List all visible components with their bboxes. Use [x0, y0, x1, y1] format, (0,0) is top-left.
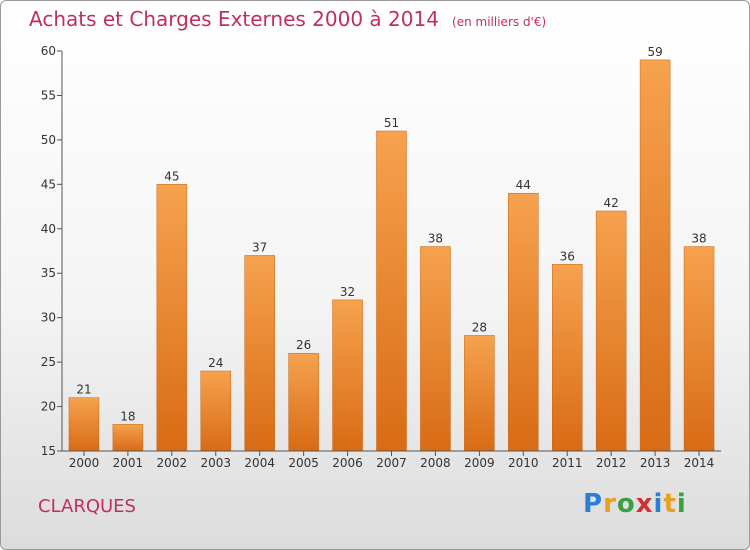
- bar-2013: [639, 59, 671, 452]
- bar-2012: [595, 210, 627, 452]
- y-tick-label: 55: [41, 88, 56, 102]
- x-tick-label: 2004: [244, 456, 275, 470]
- bar-2001: [112, 424, 144, 452]
- value-label-2006: 32: [340, 285, 355, 299]
- value-label-2005: 26: [296, 338, 311, 352]
- bar-2000: [68, 397, 100, 452]
- x-tick-label: 2003: [200, 456, 231, 470]
- unit-note: (en milliers d'€): [452, 15, 547, 29]
- logo-letter: t: [663, 489, 677, 519]
- bar-2009: [464, 335, 495, 452]
- logo-letter: x: [635, 489, 654, 519]
- logo-letter: o: [616, 489, 636, 519]
- x-tick-label: 2006: [332, 456, 363, 470]
- x-tick-label: 2008: [420, 456, 451, 470]
- value-label-2014: 38: [691, 232, 706, 246]
- axes-layer: 15 20 25 30 35 40 45 50 55 60 2000 2001 2002 2003 2004…: [41, 44, 721, 470]
- value-label-2013: 59: [647, 45, 662, 59]
- bar-2004: [244, 255, 275, 452]
- value-label-2002: 45: [164, 169, 179, 183]
- city-name: CLARQUES: [38, 496, 136, 517]
- x-tick-label: 2014: [684, 456, 715, 470]
- y-tick-label: 25: [41, 355, 56, 369]
- bars-layer: 21 18 45 24 37 26 32 51 38 28 44 36 42 59 38: [68, 45, 715, 452]
- x-tick-label: 2012: [596, 456, 627, 470]
- logo-letter: r: [603, 489, 617, 519]
- x-tick-label: 2011: [552, 456, 583, 470]
- bar-2002: [156, 184, 188, 452]
- value-label-2012: 42: [604, 196, 619, 210]
- logo-letter: i: [653, 489, 664, 519]
- bar-2014: [683, 246, 715, 452]
- y-tick-label: 30: [41, 311, 56, 325]
- y-tick-label: 15: [41, 444, 56, 458]
- bar-2003: [200, 370, 232, 452]
- y-tick-label: 40: [41, 222, 56, 236]
- bar-2011: [551, 264, 583, 452]
- value-label-2000: 21: [76, 383, 91, 397]
- title-text: Achats et Charges Externes 2000 à 2014: [29, 7, 439, 31]
- logo-letter: i: [676, 489, 687, 519]
- x-tick-label: 2001: [113, 456, 144, 470]
- bar-2007: [376, 130, 407, 452]
- y-tick-label: 60: [41, 44, 56, 58]
- value-label-2004: 37: [252, 240, 267, 254]
- x-tick-label: 2010: [508, 456, 539, 470]
- proxiti-logo: Proxiti: [583, 489, 687, 519]
- bar-2010: [508, 192, 539, 452]
- x-tick-label: 2007: [376, 456, 407, 470]
- x-tick-label: 2013: [640, 456, 671, 470]
- x-tick-label: 2005: [288, 456, 319, 470]
- value-label-2007: 51: [384, 116, 399, 130]
- y-tick-label: 35: [41, 266, 56, 280]
- x-tick-label: 2009: [464, 456, 495, 470]
- y-tick-label: 45: [41, 177, 56, 191]
- value-label-2010: 44: [516, 178, 531, 192]
- chart-title: Achats et Charges Externes 2000 à 2014 (…: [29, 7, 546, 31]
- y-tick-label: 20: [41, 400, 56, 414]
- value-label-2003: 24: [208, 356, 223, 370]
- value-label-2008: 38: [428, 232, 443, 246]
- bar-2008: [420, 246, 451, 452]
- value-label-2011: 36: [560, 249, 575, 263]
- x-tick-label: 2002: [157, 456, 188, 470]
- value-label-2001: 18: [120, 409, 135, 423]
- value-label-2009: 28: [472, 320, 487, 334]
- y-tick-label: 50: [41, 133, 56, 147]
- logo-letter: P: [583, 489, 604, 519]
- bar-2006: [332, 299, 363, 452]
- bar-2005: [288, 352, 319, 452]
- x-tick-label: 2000: [69, 456, 100, 470]
